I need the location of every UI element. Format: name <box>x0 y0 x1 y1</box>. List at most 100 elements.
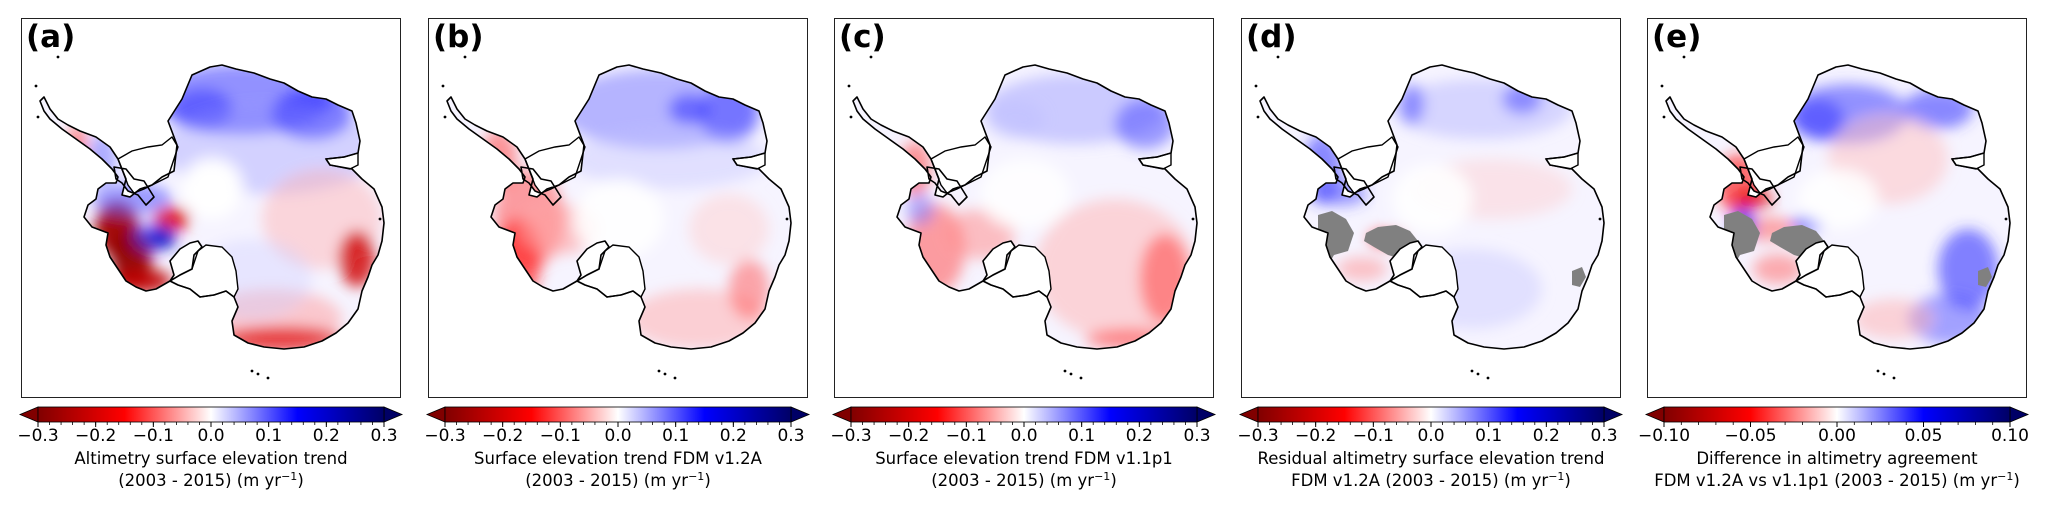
colorbar-title: Difference in altimetry agreement <box>1696 449 1978 468</box>
colorbar-e: −0.10 −0.05 0.00 0.05 0.10 Difference in alt… <box>1637 404 2037 519</box>
island <box>663 372 667 376</box>
island <box>1476 372 1480 376</box>
coastline <box>852 64 1198 350</box>
island <box>266 376 270 380</box>
island <box>1063 369 1067 373</box>
island <box>443 115 447 119</box>
island <box>378 217 382 221</box>
colorbar-tick-label: 0.2 <box>719 426 747 446</box>
colorbar-tick-label: −0.05 <box>1724 426 1777 446</box>
colorbar-unit: FDM v1.2A (2003 - 2015) (m yr−1) <box>1291 470 1571 490</box>
ice-sheet-field <box>853 65 1197 349</box>
panel-label: (a) <box>26 19 76 55</box>
colorbar-b: −0.3 −0.2 −0.1 0.0 0.1 0.2 0.3 Surface elevati… <box>418 404 818 519</box>
trend-anomaly <box>339 231 375 287</box>
trend-anomaly <box>980 159 1070 229</box>
colorbar-bar <box>1257 406 1605 423</box>
trend-anomaly <box>132 223 176 251</box>
island <box>1882 372 1886 376</box>
antarctica-map <box>34 55 385 380</box>
trend-anomaly <box>1140 234 1190 324</box>
ice-shelf-outline <box>575 244 646 299</box>
island <box>1069 372 1073 376</box>
colorbar-extend-max <box>1196 406 1217 423</box>
island <box>1598 217 1602 221</box>
colorbar-tick-label: 0.2 <box>1532 426 1560 446</box>
colorbar-extend-min <box>1238 406 1259 423</box>
colorbar-title: Residual altimetry surface elevation tre… <box>1257 449 1605 468</box>
colorbar-tick-label: −0.3 <box>17 426 59 446</box>
colorbar-tick-label: 0.2 <box>1125 426 1153 446</box>
island <box>2004 217 2008 221</box>
antarctica-map <box>1254 55 1605 380</box>
colorbar-extend-min <box>18 406 39 423</box>
antarctica-map <box>847 55 1198 380</box>
island <box>1682 55 1686 59</box>
colorbar-a: −0.3 −0.2 −0.1 0.0 0.1 0.2 0.3 Altimetry surfa… <box>11 404 411 519</box>
colorbar-tick-label: −0.3 <box>424 426 466 446</box>
colorbar-gradient <box>18 406 404 427</box>
island <box>36 115 40 119</box>
colorbar-tick-label: 0.1 <box>662 426 690 446</box>
colorbar-bar <box>850 406 1198 423</box>
trend-field <box>899 74 1195 349</box>
island <box>1276 55 1280 59</box>
colorbar-tick-label: −0.3 <box>830 426 872 446</box>
map-panel-c: (c) <box>834 18 1214 398</box>
colorbar-extend-max <box>1603 406 1624 423</box>
panel-label: (b) <box>433 19 484 55</box>
antarctica-map <box>1660 55 2011 380</box>
island <box>56 55 60 59</box>
island <box>1486 376 1490 380</box>
ice-shelf-outline <box>1388 244 1459 299</box>
colorbar-bar <box>444 406 792 423</box>
colorbar-tick-label: 0.05 <box>1904 426 1943 446</box>
ice-shelf-outline <box>1794 244 1865 299</box>
colorbar-title: Altimetry surface elevation trend <box>74 449 348 468</box>
panel-label: (e) <box>1652 19 1702 55</box>
colorbar-bar <box>1663 406 2011 423</box>
colorbar-tick-label: −0.2 <box>1295 426 1337 446</box>
coastline <box>39 64 385 350</box>
colorbar-tick-label: −0.1 <box>539 426 581 446</box>
colorbar-unit: (2003 - 2015) (m yr−1) <box>525 470 711 490</box>
trend-anomaly <box>182 159 242 219</box>
colorbar-tick-label: −0.2 <box>75 426 117 446</box>
colorbar-tick-label: −0.1 <box>132 426 174 446</box>
ice-sheet-field <box>1260 65 1604 349</box>
coastline <box>1665 64 2011 350</box>
colorbar-tick-label: 0.0 <box>1010 426 1038 446</box>
trend-anomaly <box>669 94 709 124</box>
colorbar-tick-label: 0.1 <box>1475 426 1503 446</box>
island <box>1470 369 1474 373</box>
island <box>673 376 677 380</box>
colorbar-tick-label: 0.3 <box>1183 426 1211 446</box>
trend-anomaly <box>1115 99 1175 149</box>
trend-anomaly <box>1793 99 1843 139</box>
colorbar-extend-min <box>831 406 852 423</box>
map-panel-d: (d) <box>1241 18 1621 398</box>
ice-sheet-field <box>447 65 791 349</box>
colorbar-extend-max <box>790 406 811 423</box>
masked-region <box>1572 267 1586 287</box>
island <box>1660 84 1664 88</box>
trend-anomaly <box>1938 229 1998 309</box>
colorbar-tick-label: −0.10 <box>1637 426 1691 446</box>
panel-label: (d) <box>1246 19 1297 55</box>
trend-anomaly <box>906 193 934 225</box>
trend-anomaly <box>481 129 517 189</box>
ice-sheet-field <box>1666 65 2010 349</box>
colorbar-extend-max <box>383 406 404 423</box>
trend-anomaly <box>729 259 769 319</box>
ice-shelf-outline <box>168 244 239 299</box>
island <box>869 55 873 59</box>
trend-anomaly <box>1753 254 1803 284</box>
ice-sheet-field <box>40 65 384 349</box>
trend-anomaly <box>1085 329 1185 349</box>
colorbar-tick-label: 0.3 <box>777 426 805 446</box>
map-panel-e: (e) <box>1647 18 2027 398</box>
panel-label: (c) <box>839 19 886 55</box>
island <box>256 372 260 376</box>
colorbar-gradient <box>831 406 1217 427</box>
island <box>1892 376 1896 380</box>
